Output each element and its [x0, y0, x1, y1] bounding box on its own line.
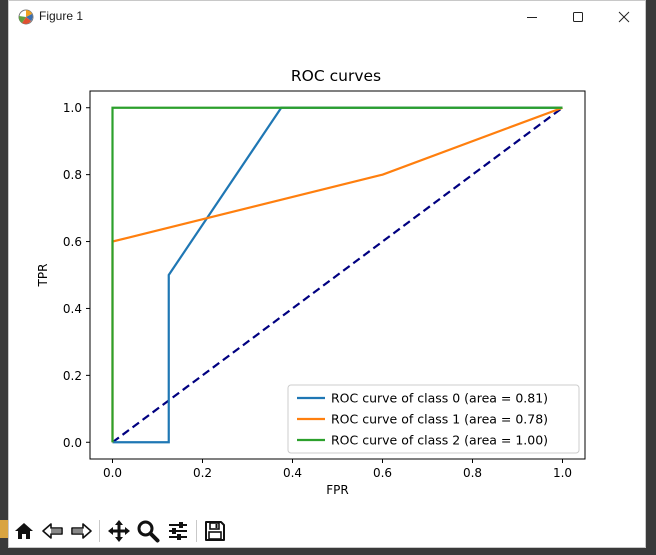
legend-box [287, 384, 580, 454]
save-button[interactable] [201, 517, 229, 545]
legend: ROC curve of class 0 (area = 0.81) ROC cu… [287, 384, 580, 454]
x-axis-label: FPR [326, 483, 348, 497]
maximize-icon [573, 11, 583, 22]
y-tick-label: 0.0 [63, 436, 82, 450]
y-tick-label: 0.8 [63, 168, 82, 182]
back-button[interactable] [39, 517, 67, 545]
roc-chart: ROC curves 0.0 0.2 0.4 0.6 0.8 1.00.00.20.40.… [36, 67, 586, 497]
minimize-icon [527, 16, 537, 18]
navigation-toolbar [9, 512, 645, 547]
back-arrow-icon [42, 523, 63, 539]
x-tick-label: 1.0 [553, 466, 572, 480]
x-tick-label: 0.8 [463, 466, 482, 480]
minimize-button[interactable] [509, 1, 555, 32]
move-icon [108, 520, 130, 542]
y-tick-label: 0.6 [63, 235, 82, 249]
toolbar-separator [196, 520, 197, 542]
axes-frame [89, 90, 586, 460]
zoom-button[interactable] [134, 517, 162, 545]
background-app-sliver [0, 520, 8, 538]
legend-entry: ROC curve of class 1 (area = 0.78) [331, 412, 548, 427]
y-tick-label: 0.2 [63, 369, 82, 383]
home-button[interactable] [10, 517, 38, 545]
plot-area [111, 106, 564, 444]
maximize-button[interactable] [555, 1, 601, 32]
figure-canvas[interactable]: ROC curves 0.0 0.2 0.4 0.6 0.8 1.0 0.0 0.2 0.4 0.… [9, 32, 645, 512]
close-icon [618, 11, 630, 22]
y-axis-label: TPR [36, 264, 50, 288]
matplotlib-app-icon [18, 9, 34, 25]
x-tick-label: 0.4 [283, 466, 302, 480]
roc-curve-class-2 [111, 106, 563, 443]
save-icon [205, 521, 225, 541]
legend-entry: ROC curve of class 0 (area = 0.81) [331, 391, 548, 406]
axis-ticks: 0.0 0.2 0.4 0.6 0.8 1.0 0.0 0.2 0.4 0.6 0.8 1.0 [63, 101, 572, 480]
sliders-icon [169, 522, 187, 540]
y-tick-label: 1.0 [63, 101, 82, 115]
window-title: Figure 1 [39, 9, 84, 23]
home-icon [15, 523, 33, 539]
pan-button[interactable] [105, 517, 133, 545]
chart-title: ROC curves [291, 67, 381, 85]
close-button[interactable] [601, 1, 645, 32]
configure-subplots-button[interactable] [164, 517, 192, 545]
title-bar[interactable]: Figure 1 [9, 1, 645, 32]
chance-reference-line [111, 106, 564, 444]
zoom-icon [137, 520, 160, 543]
x-tick-label: 0.2 [193, 466, 212, 480]
y-tick-label: 0.4 [63, 302, 82, 316]
x-tick-label: 0.6 [373, 466, 392, 480]
forward-arrow-icon [71, 523, 92, 539]
toolbar-separator [99, 520, 100, 542]
figure-window: Figure 1 ROC curves 0.0 0.2 0.4 0.6 0.8 1.0 0.… [8, 0, 646, 548]
forward-button[interactable] [67, 517, 95, 545]
x-tick-label: 0.0 [103, 466, 122, 480]
legend-entry: ROC curve of class 2 (area = 1.00) [331, 433, 548, 448]
